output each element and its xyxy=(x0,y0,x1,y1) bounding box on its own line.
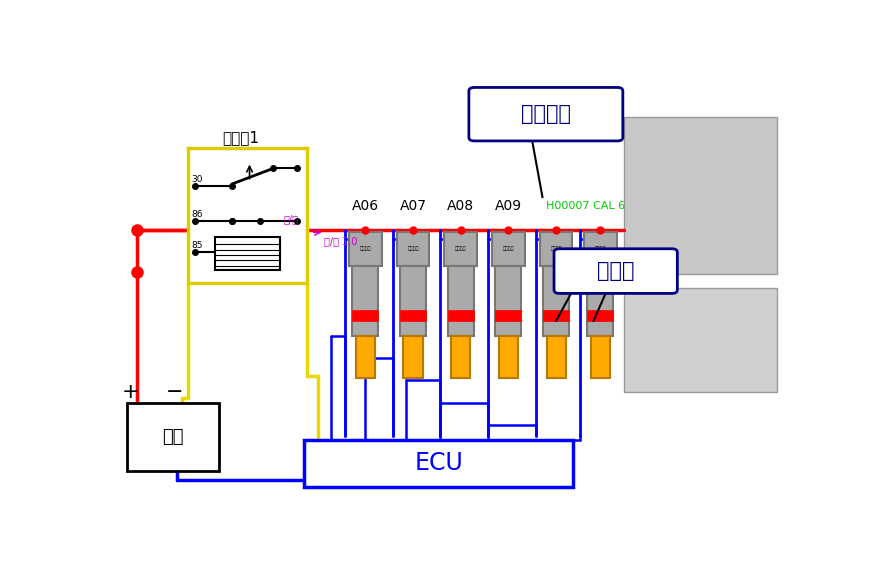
Bar xyxy=(349,232,381,266)
Text: H00007 CAL 6: H00007 CAL 6 xyxy=(545,201,624,211)
Text: +: + xyxy=(121,382,139,402)
Bar xyxy=(583,232,616,266)
Bar xyxy=(126,402,219,471)
Bar xyxy=(352,266,378,336)
Bar xyxy=(623,288,776,391)
Text: 点火线圈: 点火线圈 xyxy=(502,246,514,251)
Bar xyxy=(215,237,280,270)
Bar xyxy=(396,232,428,266)
Bar xyxy=(447,266,473,336)
Text: A08: A08 xyxy=(447,199,474,213)
Text: 红/白 1.0: 红/白 1.0 xyxy=(324,236,357,246)
Bar xyxy=(543,310,568,321)
Text: A09: A09 xyxy=(494,199,522,213)
Text: ECU: ECU xyxy=(414,451,463,475)
Bar xyxy=(623,118,776,274)
Bar xyxy=(543,266,568,336)
Text: 86: 86 xyxy=(191,210,203,219)
Text: 继电器1: 继电器1 xyxy=(222,130,259,145)
FancyBboxPatch shape xyxy=(468,87,623,141)
Bar xyxy=(403,336,422,378)
Bar xyxy=(587,266,613,336)
Text: −: − xyxy=(166,382,184,402)
FancyBboxPatch shape xyxy=(553,249,677,293)
Bar xyxy=(546,336,565,378)
Bar xyxy=(352,310,378,321)
Text: 点火线圈: 点火线圈 xyxy=(359,246,371,251)
Bar xyxy=(399,310,426,321)
Bar xyxy=(590,336,609,378)
Text: 30: 30 xyxy=(191,175,203,184)
Bar xyxy=(587,310,613,321)
Bar xyxy=(399,266,426,336)
Text: 点火线圈: 点火线圈 xyxy=(594,246,606,251)
Bar xyxy=(304,440,572,487)
Text: 火花塞: 火花塞 xyxy=(596,261,634,281)
Text: A07: A07 xyxy=(399,199,426,213)
Bar xyxy=(495,266,521,336)
Bar xyxy=(499,336,517,378)
Bar xyxy=(356,336,374,378)
Text: 点火线圈: 点火线圈 xyxy=(407,246,418,251)
Bar xyxy=(539,232,572,266)
Text: 85: 85 xyxy=(191,241,203,250)
Text: 点火线圈: 点火线圈 xyxy=(550,246,561,251)
Text: 点火线圈: 点火线圈 xyxy=(521,104,570,124)
Bar xyxy=(444,232,477,266)
Bar xyxy=(492,232,524,266)
Text: A06: A06 xyxy=(351,199,378,213)
Bar xyxy=(450,336,470,378)
Bar xyxy=(188,149,307,283)
Bar xyxy=(495,310,521,321)
Bar xyxy=(447,310,473,321)
Text: 点火线圈: 点火线圈 xyxy=(455,246,466,251)
Text: 红/黑: 红/黑 xyxy=(284,214,299,224)
Text: 电瓶: 电瓶 xyxy=(162,428,184,446)
